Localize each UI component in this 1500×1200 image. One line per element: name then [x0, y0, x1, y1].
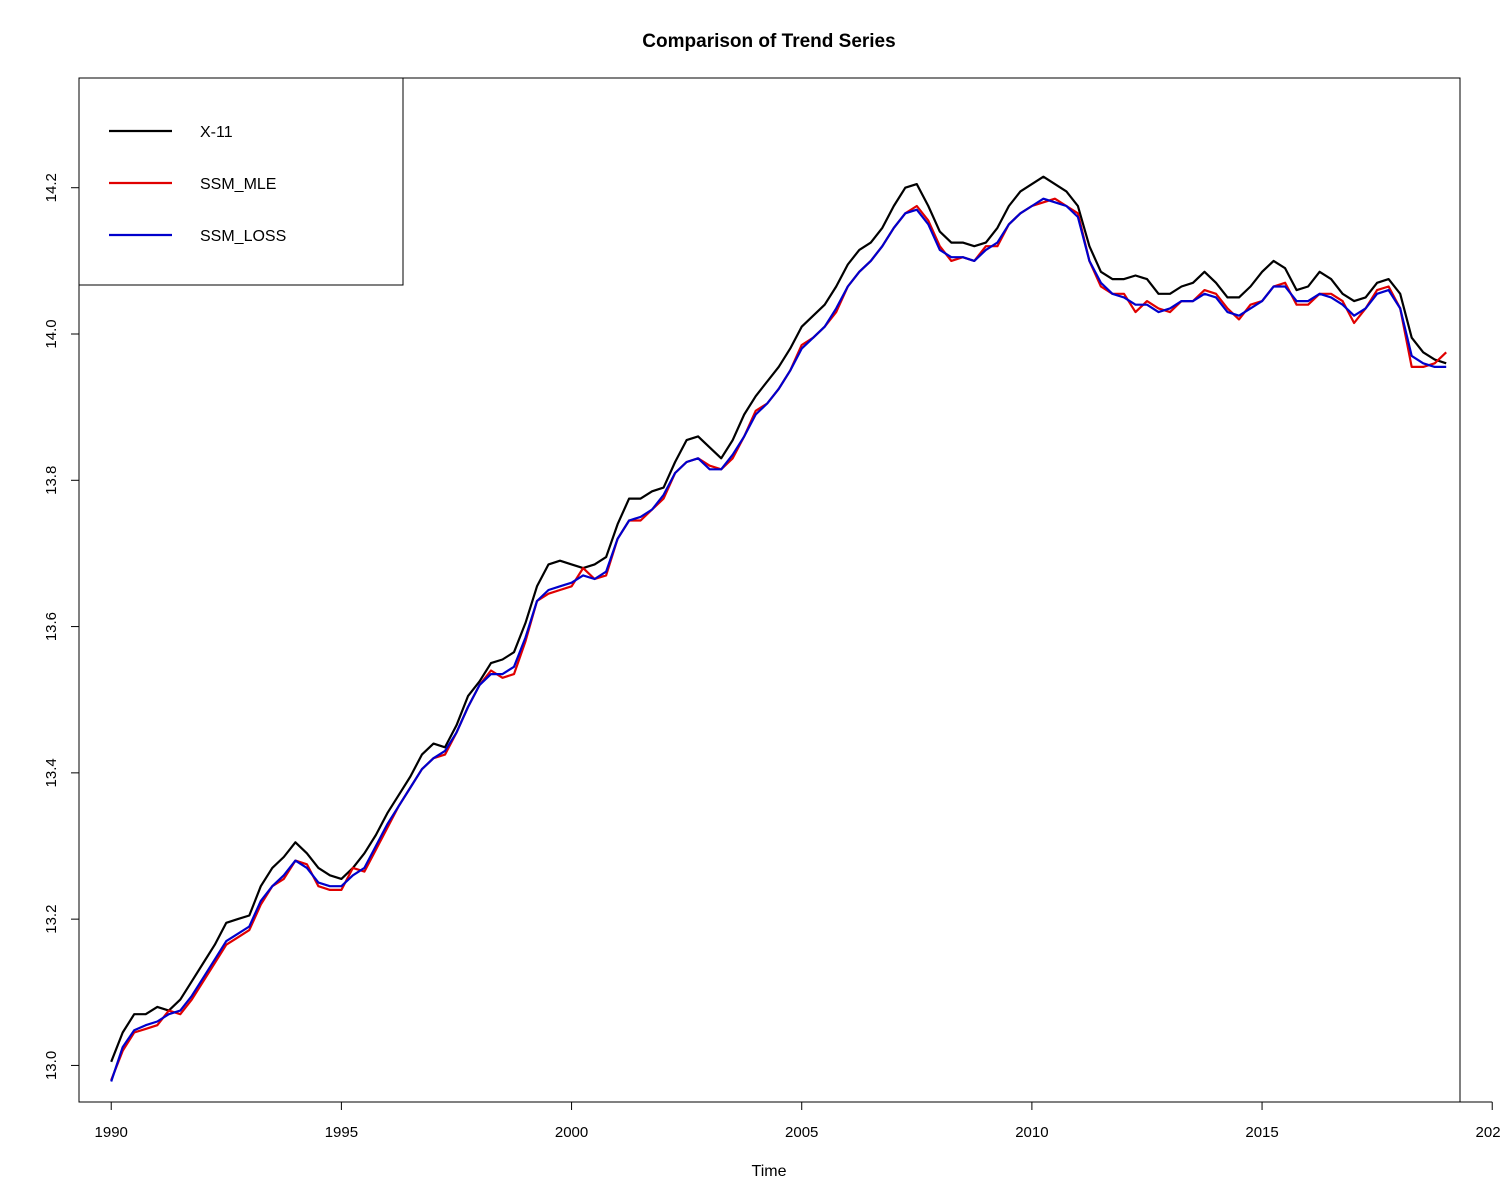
legend-label: X-11 [200, 124, 233, 141]
x-axis-title: Time [752, 1163, 787, 1180]
x-tick-label: 2000 [555, 1124, 588, 1141]
y-tick-label: 13.6 [43, 612, 60, 641]
x-tick-label: 1995 [325, 1124, 358, 1141]
y-tick-label: 14.0 [43, 319, 60, 348]
x-tick-label: 2015 [1245, 1124, 1278, 1141]
x-axis: 1990 1995 2000 2005 2010 2015 2020 [95, 1101, 1500, 1141]
x-tick-label: 2020 [1476, 1124, 1500, 1141]
x-tick-label: 2010 [1015, 1124, 1048, 1141]
x-tick-label: 2005 [785, 1124, 818, 1141]
legend-label: SSM_LOSS [200, 228, 286, 245]
legend: X-11 SSM_MLE SSM_LOSS [78, 77, 404, 286]
y-tick-label: 13.8 [43, 466, 60, 495]
chart-title: Comparison of Trend Series [642, 31, 895, 52]
y-tick-label: 13.0 [43, 1051, 60, 1080]
y-tick-label: 14.2 [43, 173, 60, 202]
x-tick-label: 1990 [95, 1124, 128, 1141]
y-tick-label: 13.4 [43, 758, 60, 787]
y-tick-label: 13.2 [43, 905, 60, 934]
legend-label: SSM_MLE [200, 176, 276, 193]
series-layer [110, 175, 1447, 1082]
series-line-x-11 [110, 175, 1447, 1063]
legend-box [78, 77, 404, 286]
series-line-ssm-loss [110, 197, 1447, 1082]
y-axis: 13.0 13.2 13.4 13.6 13.8 14.0 14.2 [43, 173, 80, 1080]
